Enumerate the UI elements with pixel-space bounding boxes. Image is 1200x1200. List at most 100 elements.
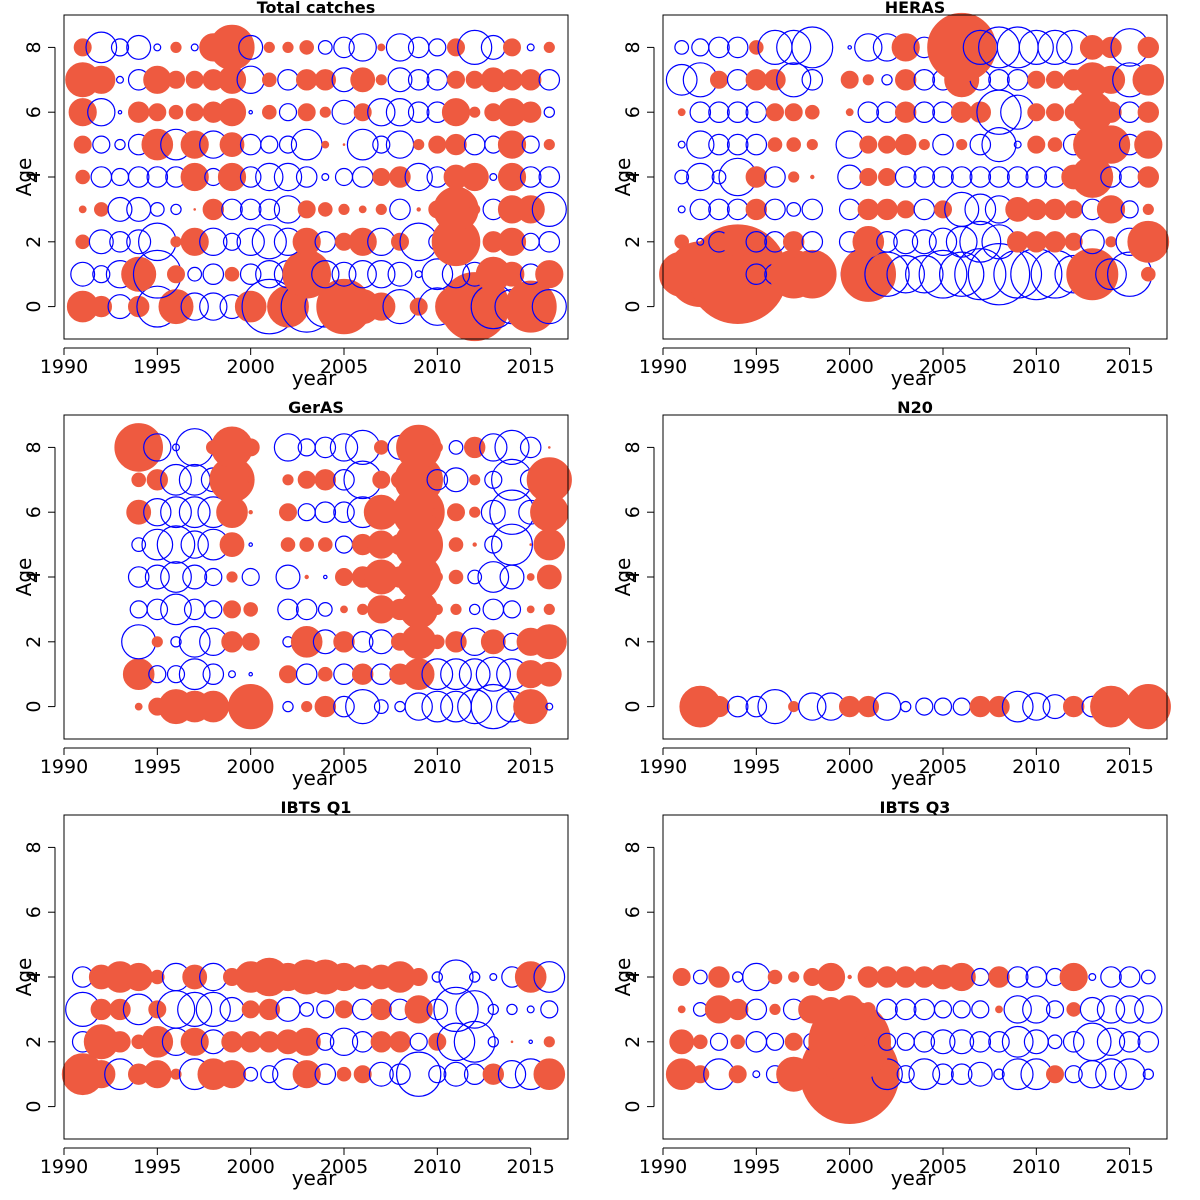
bubble-negative <box>275 564 301 590</box>
bubble-positive <box>1066 1002 1081 1017</box>
bubble-negative <box>801 198 824 221</box>
bubble-negative <box>180 530 209 559</box>
bubble-negative <box>1003 995 1032 1024</box>
y-tick-label: 8 <box>622 41 644 53</box>
y-tick-label: 6 <box>622 906 644 918</box>
bubble-negative <box>1118 1031 1141 1053</box>
bubble-negative <box>178 658 211 691</box>
bubble-negative <box>967 243 1031 306</box>
bubble-negative <box>686 130 715 159</box>
bubble-positive <box>995 1005 1003 1014</box>
bubble-positive <box>520 101 542 123</box>
bubble-positive <box>167 265 185 284</box>
bubble-positive <box>788 171 800 183</box>
y-tick-label: 2 <box>23 1036 45 1048</box>
bubble-negative <box>170 636 182 648</box>
bubble-negative <box>92 265 111 284</box>
bubble-negative <box>745 695 768 718</box>
bubble-positive <box>464 436 486 459</box>
panel-title: GerAS <box>288 398 344 417</box>
bubble-negative <box>107 196 133 222</box>
bubble-negative <box>1013 140 1022 149</box>
bubble-positive <box>767 969 783 985</box>
bubble-negative <box>939 251 985 297</box>
bubble-negative <box>487 1036 499 1048</box>
y-tick-label: 8 <box>23 441 45 453</box>
bubble-positive <box>372 168 391 186</box>
bubble-negative <box>404 692 433 721</box>
bubble-positive <box>262 72 277 88</box>
bubble-negative <box>764 166 786 188</box>
bubble-negative <box>932 1063 954 1085</box>
bubble-layer <box>665 962 1163 1124</box>
bubble-negative <box>971 1000 990 1019</box>
bubble-negative <box>204 600 223 619</box>
x-tick-label: 2005 <box>320 756 368 778</box>
bubble-negative <box>521 135 540 154</box>
bubble-positive <box>217 98 247 127</box>
bubble-positive <box>73 135 92 154</box>
bubble-negative <box>502 600 522 619</box>
bubble-negative <box>433 986 479 1033</box>
bubble-positive <box>788 971 800 983</box>
bubble-negative <box>1100 966 1122 988</box>
y-tick-label: 4 <box>23 171 45 183</box>
bubble-negative <box>1047 1034 1063 1050</box>
bubble-positive <box>669 1029 695 1055</box>
bubble-positive <box>431 603 443 616</box>
bubble-negative <box>295 166 318 188</box>
bubble-positive <box>465 70 484 89</box>
bubble-negative <box>199 227 228 256</box>
bubble-positive <box>114 423 163 472</box>
bubble-positive <box>246 475 255 484</box>
x-tick-label: 1995 <box>732 756 780 778</box>
bubble-negative <box>88 229 114 255</box>
bubble-positive <box>389 166 411 188</box>
bubble-positive <box>333 631 355 653</box>
bubble-positive <box>290 626 323 658</box>
panel-ibts-q1: IBTS Q1 1990 1995 2000 2005 2010 2015 year 0 2 4 6 8… <box>12 798 569 1190</box>
bubble-negative <box>519 166 542 188</box>
panel-title: HERAS <box>885 0 946 17</box>
bubble-negative <box>886 254 926 294</box>
x-tick-label: 1990 <box>639 356 687 378</box>
bubble-negative <box>404 162 433 192</box>
bubble-negative <box>311 260 340 289</box>
bubble-positive <box>847 974 852 980</box>
bubble-positive <box>209 24 255 71</box>
bubble-positive <box>767 137 783 152</box>
bubble-positive <box>170 236 182 248</box>
bubble-positive <box>94 202 109 217</box>
bubble-negative <box>1001 1058 1034 1091</box>
bubble-positive <box>857 966 879 988</box>
bubble-positive <box>143 1060 172 1089</box>
bubble-negative <box>426 468 449 491</box>
bubble-negative <box>900 700 912 713</box>
bubble-negative <box>876 231 898 253</box>
bubble-negative <box>367 97 396 127</box>
bubble-positive <box>128 295 150 318</box>
bubble-negative <box>314 436 337 459</box>
bubble-positive <box>745 198 767 221</box>
bubble-negative <box>443 1061 469 1087</box>
x-tick-label: 2010 <box>413 756 461 778</box>
y-tick-label: 6 <box>23 906 45 918</box>
bubble-layer <box>659 12 1170 325</box>
bubble-positive <box>526 605 535 614</box>
bubble-positive <box>672 968 691 986</box>
bubble-negative <box>141 528 174 561</box>
y-axis-label: Age <box>12 558 36 597</box>
bubble-negative <box>894 166 917 188</box>
bubble-positive <box>918 139 930 151</box>
bubble-positive <box>87 65 116 94</box>
bubble-positive <box>513 689 549 725</box>
bubble-negative <box>458 658 491 691</box>
bubble-positive <box>927 12 997 82</box>
bubble-positive <box>862 1036 874 1048</box>
bubble-negative <box>387 67 413 93</box>
bubble-positive <box>299 40 315 55</box>
bubble-positive <box>193 208 196 211</box>
bubble-positive <box>745 166 767 188</box>
bubble-negative <box>236 227 265 256</box>
bubble-negative <box>241 567 260 587</box>
